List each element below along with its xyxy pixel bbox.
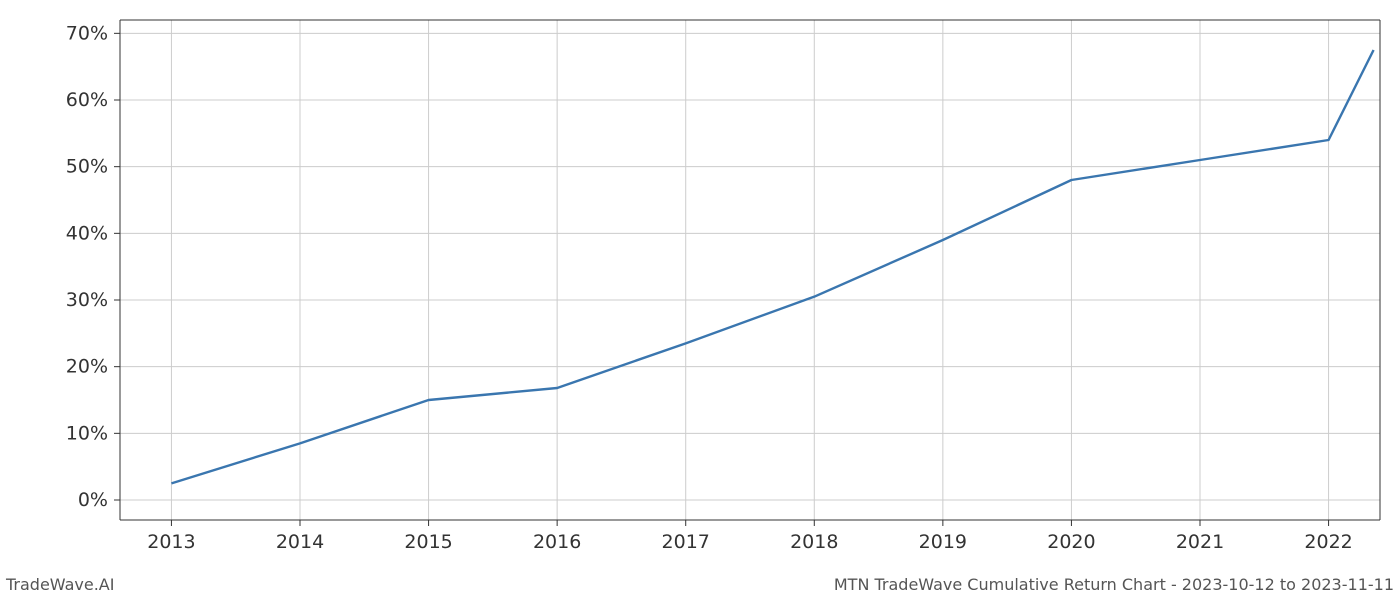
footer-brand: TradeWave.AI [6, 575, 114, 594]
y-tick-label: 0% [78, 489, 108, 511]
chart-container: 2013 2014 2015 2016 2017 2018 2019 2020 2021 2022… [0, 0, 1400, 600]
x-tick-label: 2013 [147, 531, 195, 553]
x-tick-label: 2022 [1304, 531, 1352, 553]
y-tick-label: 30% [66, 289, 108, 311]
x-tick-label: 2018 [790, 531, 838, 553]
x-tick-label: 2019 [919, 531, 967, 553]
y-tick-label: 50% [66, 156, 108, 178]
x-tick-label: 2014 [276, 531, 324, 553]
x-tick-label: 2016 [533, 531, 581, 553]
x-tick-label: 2020 [1047, 531, 1095, 553]
footer-caption: MTN TradeWave Cumulative Return Chart - … [834, 575, 1394, 594]
line-chart: 2013 2014 2015 2016 2017 2018 2019 2020 2021 2022… [0, 0, 1400, 600]
y-tick-label: 40% [66, 222, 108, 244]
y-tick-label: 20% [66, 356, 108, 378]
x-tick-label: 2015 [404, 531, 452, 553]
x-tick-label: 2017 [662, 531, 710, 553]
y-tick-label: 70% [66, 22, 108, 44]
x-tick-label: 2021 [1176, 531, 1224, 553]
y-tick-label: 10% [66, 422, 108, 444]
y-tick-label: 60% [66, 89, 108, 111]
